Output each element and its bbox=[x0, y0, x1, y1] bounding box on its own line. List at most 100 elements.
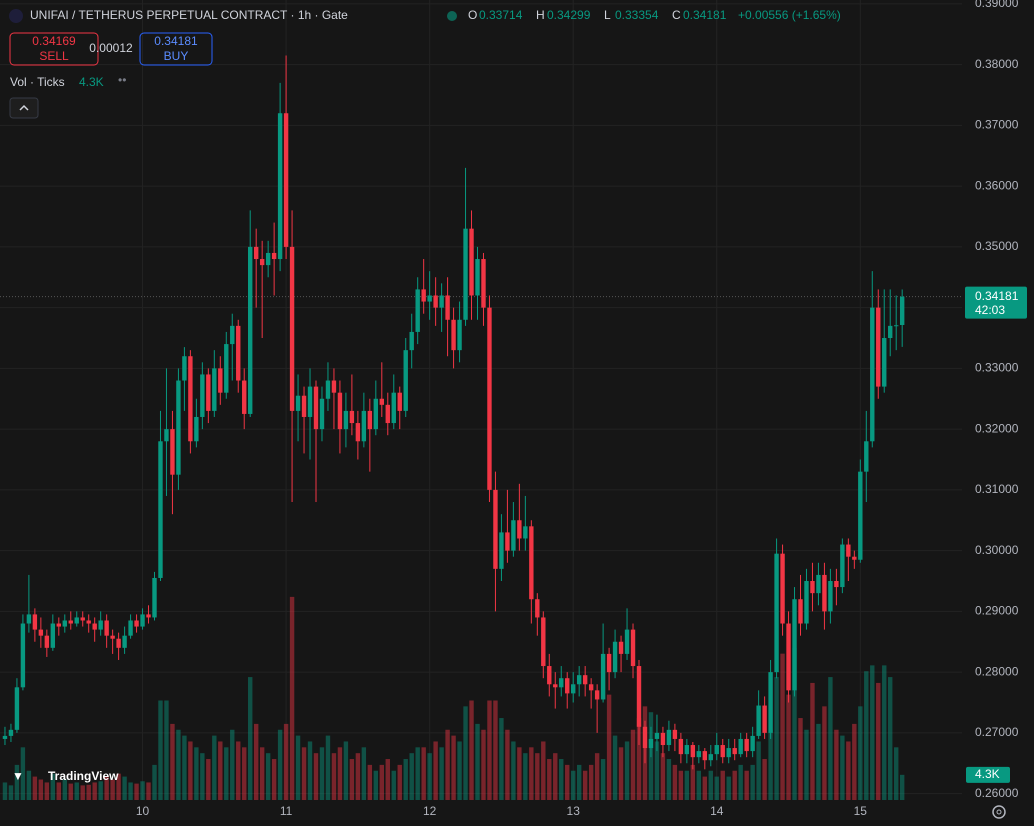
candle-body bbox=[104, 620, 109, 636]
candle-body bbox=[409, 331, 414, 351]
volume-bar bbox=[720, 770, 725, 800]
candle-body bbox=[648, 738, 654, 749]
volume-bar bbox=[541, 741, 546, 800]
ohlc-value: 0.34181 bbox=[683, 8, 727, 22]
sell-button[interactable] bbox=[9, 32, 99, 66]
more-dots[interactable]: •• bbox=[118, 73, 126, 87]
volume-bar bbox=[403, 759, 408, 800]
candle-body bbox=[487, 307, 492, 490]
candle-body bbox=[708, 754, 713, 761]
candle-body bbox=[265, 252, 271, 266]
volume-bar bbox=[307, 741, 313, 800]
volume-bar bbox=[565, 764, 570, 800]
candle-body bbox=[218, 368, 223, 393]
candle-body bbox=[391, 392, 396, 424]
volume-bar bbox=[218, 741, 223, 800]
candle-body bbox=[505, 532, 510, 551]
y-tick-label: 0.39000 bbox=[975, 0, 1019, 10]
volume-bar bbox=[2, 782, 8, 800]
volume-bar bbox=[349, 759, 355, 800]
collapse-button[interactable] bbox=[9, 97, 39, 119]
volume-bar bbox=[636, 718, 642, 800]
y-tick-label: 0.28000 bbox=[975, 664, 1019, 678]
candle-body bbox=[427, 295, 432, 302]
volume-bar bbox=[188, 741, 193, 800]
volume-bar bbox=[50, 773, 56, 800]
volume-bar bbox=[463, 706, 468, 800]
candle-body bbox=[888, 325, 893, 339]
candle-body bbox=[852, 556, 857, 560]
candle-body bbox=[146, 614, 151, 618]
candle-body bbox=[259, 259, 265, 266]
volume-bar bbox=[882, 665, 887, 800]
candle-body bbox=[301, 395, 307, 417]
candle-body bbox=[44, 635, 50, 648]
candle-body bbox=[439, 295, 444, 308]
candle-body bbox=[355, 423, 361, 442]
settings-icon-center bbox=[996, 809, 1002, 815]
candle-body bbox=[349, 410, 355, 424]
candle-body bbox=[14, 687, 20, 730]
volume-bar bbox=[134, 783, 139, 800]
candle-body bbox=[325, 380, 331, 399]
candle-body bbox=[313, 386, 319, 430]
volume-bar bbox=[834, 729, 839, 800]
volume-bar bbox=[618, 747, 624, 800]
candle-body bbox=[894, 325, 899, 327]
volume-bar bbox=[194, 747, 199, 800]
volume-bar bbox=[379, 764, 384, 800]
candle-body bbox=[176, 380, 181, 475]
candle-body bbox=[20, 623, 26, 688]
volume-bar bbox=[547, 759, 552, 800]
volume-bar bbox=[32, 776, 38, 800]
volume-bar bbox=[343, 741, 349, 800]
candle-body bbox=[834, 581, 839, 588]
status-dot bbox=[447, 11, 457, 21]
candle-body bbox=[385, 404, 390, 424]
candle-body bbox=[858, 471, 863, 560]
volume-bar bbox=[38, 779, 44, 800]
buy-button[interactable] bbox=[139, 32, 213, 66]
volume-bar bbox=[553, 753, 558, 800]
volume-bar bbox=[714, 776, 719, 800]
candle-body bbox=[870, 307, 875, 442]
candle-body bbox=[206, 374, 211, 411]
volume-bar bbox=[427, 753, 432, 800]
volume-bar bbox=[828, 677, 833, 800]
volume-bar bbox=[612, 735, 618, 800]
candle-body bbox=[899, 296, 905, 326]
candle-body bbox=[702, 751, 707, 761]
candle-body bbox=[612, 641, 618, 673]
volume-bar bbox=[20, 747, 26, 800]
candle-body bbox=[38, 629, 44, 636]
volume-bar bbox=[870, 665, 875, 800]
candle-body bbox=[122, 635, 127, 648]
ohlc-label: L bbox=[604, 8, 611, 22]
settings-icon[interactable] bbox=[992, 805, 1006, 819]
candle-body bbox=[307, 386, 313, 417]
volume-bar bbox=[295, 735, 301, 800]
volume-bar bbox=[301, 747, 307, 800]
volume-bar bbox=[780, 653, 785, 800]
volume-title: Vol · Ticks bbox=[10, 75, 65, 89]
candle-body bbox=[511, 520, 516, 551]
ohlc-label: O bbox=[468, 8, 477, 22]
volume-bar bbox=[242, 747, 247, 800]
volume-bar bbox=[630, 729, 636, 800]
x-tick-label: 12 bbox=[423, 804, 437, 818]
volume-bar bbox=[505, 729, 510, 800]
volume-bar bbox=[457, 741, 462, 800]
candle-body bbox=[882, 338, 887, 387]
volume-bar bbox=[164, 700, 169, 800]
ohlc-value: 0.34299 bbox=[547, 8, 591, 22]
volume-bar bbox=[499, 718, 504, 800]
candle-body bbox=[684, 745, 690, 755]
brand-logo: ▼ bbox=[12, 769, 24, 783]
candle-body bbox=[248, 246, 253, 414]
candle-body bbox=[576, 675, 582, 685]
candle-body bbox=[283, 113, 289, 247]
sell-price: 0.34169 bbox=[32, 34, 76, 48]
candle-body bbox=[828, 581, 833, 612]
candle-body bbox=[666, 729, 672, 746]
candle-body bbox=[529, 526, 534, 600]
